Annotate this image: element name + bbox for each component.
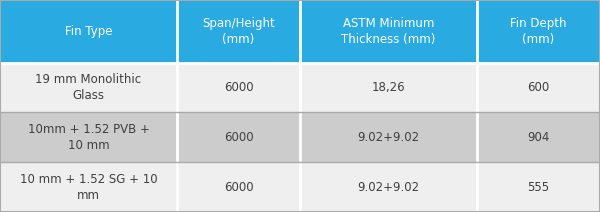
Text: ASTM Minimum
Thickness (mm): ASTM Minimum Thickness (mm) (341, 17, 436, 46)
Bar (177, 63, 300, 112)
Text: 6000: 6000 (224, 81, 253, 94)
Text: 18,26: 18,26 (371, 81, 406, 94)
Bar (477, 0, 600, 63)
Bar (0, 63, 177, 112)
Bar (477, 63, 600, 112)
Text: 6000: 6000 (224, 131, 253, 144)
Bar (477, 162, 600, 212)
Bar (0, 0, 177, 63)
Bar (177, 112, 300, 162)
Bar (300, 112, 477, 162)
Bar (0, 162, 177, 212)
Text: 10mm + 1.52 PVB +
10 mm: 10mm + 1.52 PVB + 10 mm (28, 123, 149, 152)
Text: Span/Height
(mm): Span/Height (mm) (202, 17, 275, 46)
Text: Fin Type: Fin Type (65, 25, 112, 38)
Bar (0, 112, 177, 162)
Text: 9.02+9.02: 9.02+9.02 (358, 131, 419, 144)
Bar (177, 162, 300, 212)
Text: Fin Depth
(mm): Fin Depth (mm) (510, 17, 567, 46)
Text: 555: 555 (527, 181, 550, 194)
Bar (300, 63, 477, 112)
Bar (300, 162, 477, 212)
Bar (477, 112, 600, 162)
Text: 10 mm + 1.52 SG + 10
mm: 10 mm + 1.52 SG + 10 mm (20, 173, 157, 202)
Text: 600: 600 (527, 81, 550, 94)
Text: 6000: 6000 (224, 181, 253, 194)
Bar (177, 0, 300, 63)
Text: 904: 904 (527, 131, 550, 144)
Text: 9.02+9.02: 9.02+9.02 (358, 181, 419, 194)
Bar (300, 0, 477, 63)
Text: 19 mm Monolithic
Glass: 19 mm Monolithic Glass (35, 73, 142, 102)
